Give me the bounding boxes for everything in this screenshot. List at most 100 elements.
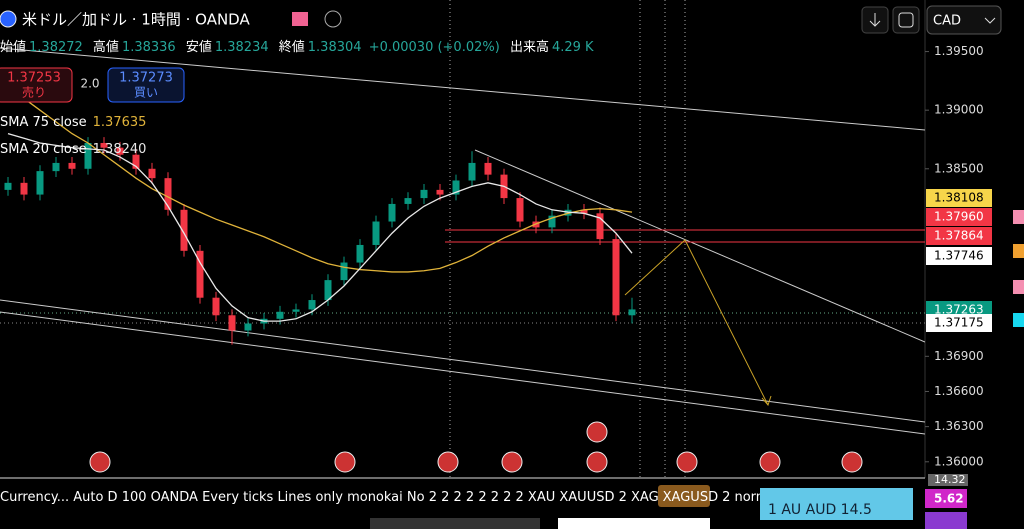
price-tag bbox=[926, 227, 992, 245]
candle-body bbox=[612, 239, 620, 316]
event-icon[interactable] bbox=[841, 451, 863, 473]
spread: 2.0 bbox=[80, 77, 99, 91]
candle-body bbox=[388, 203, 396, 222]
trend-line bbox=[0, 47, 925, 131]
sell-price: 1.37253 bbox=[7, 71, 61, 86]
plot bbox=[4, 86, 636, 345]
label: 安値 bbox=[186, 39, 212, 55]
trend-line bbox=[0, 299, 925, 423]
marker bbox=[1013, 280, 1024, 294]
sma-line bbox=[7, 132, 633, 322]
price-axis: 1.39500 1.39000 1.38500 1.36900 1.36600 1.363… bbox=[925, 44, 992, 468]
refresh-button[interactable] bbox=[892, 6, 920, 34]
indicator-legend: SMA 75 close 1.37635 SMA 20 close 1.38240 bbox=[0, 115, 146, 157]
candle-body bbox=[356, 244, 364, 263]
event-icon[interactable] bbox=[89, 451, 111, 473]
y-tick-label: 1.39000 bbox=[934, 103, 984, 117]
buy-button[interactable] bbox=[107, 67, 185, 103]
candle-body bbox=[68, 162, 76, 169]
y-tick-label: 1.38500 bbox=[934, 161, 984, 175]
currency: CAD bbox=[933, 14, 961, 29]
projection-arrow bbox=[761, 395, 772, 406]
price-tag bbox=[926, 189, 992, 207]
sell-button[interactable] bbox=[0, 67, 73, 103]
projection bbox=[624, 239, 769, 406]
legend-value: 1.37635 bbox=[93, 115, 147, 130]
candle-body bbox=[436, 189, 444, 195]
change: +0.00030 (+0.02%) bbox=[369, 40, 500, 55]
candle-body bbox=[308, 300, 316, 310]
candle-body bbox=[132, 154, 140, 169]
status-highlight: XAGUSD bbox=[663, 490, 718, 505]
events bbox=[89, 421, 863, 473]
event-icon[interactable] bbox=[586, 451, 608, 473]
candle-body bbox=[180, 209, 188, 251]
event-icon[interactable] bbox=[759, 451, 781, 473]
price-tag-label: 1.37175 bbox=[934, 316, 984, 330]
candle-body bbox=[468, 162, 476, 181]
event-icon[interactable] bbox=[586, 421, 608, 443]
tag bbox=[928, 474, 968, 486]
price-tag-label: 1.37746 bbox=[934, 249, 984, 263]
ohlc-legend: 始値 1.38272 高値 1.38336 安値 1.38234 終値 1.38304 … bbox=[0, 39, 594, 55]
sma-line bbox=[7, 86, 633, 273]
side-value: 5.62 bbox=[934, 492, 964, 506]
legend-entry: SMA 75 close 1.37635 bbox=[0, 115, 146, 130]
buy-price: 1.37273 bbox=[119, 71, 173, 86]
candle-body bbox=[276, 311, 284, 319]
candle-body bbox=[292, 309, 300, 312]
price-tag-label: 1.37263 bbox=[934, 303, 984, 317]
dropdown-caret bbox=[984, 17, 996, 24]
candle-body bbox=[548, 215, 556, 228]
status-main: Currency... Auto D 100 OANDA Every ticks… bbox=[0, 490, 659, 505]
currency-select[interactable] bbox=[926, 5, 1002, 35]
candle-body bbox=[580, 209, 588, 214]
legend-name: SMA 20 close bbox=[0, 142, 87, 157]
settings-button[interactable] bbox=[324, 10, 342, 28]
candle-body bbox=[516, 198, 524, 222]
tag bbox=[925, 489, 967, 508]
value: 1.38234 bbox=[215, 40, 269, 55]
flag-button[interactable] bbox=[292, 12, 308, 26]
label: 出来高 bbox=[510, 39, 549, 55]
symbol-icon[interactable] bbox=[0, 10, 17, 28]
marker bbox=[1013, 244, 1024, 258]
price-tag bbox=[926, 314, 992, 332]
legend-name: SMA 75 close bbox=[0, 115, 87, 130]
candle-body bbox=[340, 262, 348, 281]
y-tick-label: 1.36900 bbox=[934, 349, 984, 363]
candle-body bbox=[84, 142, 92, 169]
side-value: 14.32 bbox=[934, 473, 966, 486]
candle-body bbox=[36, 171, 44, 195]
symbol-title[interactable]: 米ドル／加ドル · 1時間 · OANDA bbox=[22, 11, 250, 29]
highlight-box bbox=[658, 485, 710, 507]
candle-body bbox=[244, 323, 252, 331]
status-text: Currency... Auto D 100 OANDA Every ticks… bbox=[0, 490, 795, 505]
candle-body bbox=[164, 178, 172, 210]
side-panel-text: 1 AU AUD 14.5 bbox=[768, 502, 872, 518]
candle-body bbox=[116, 147, 124, 155]
buy-label: 買い bbox=[134, 86, 158, 100]
event-icon[interactable] bbox=[334, 451, 356, 473]
y-tick-label: 1.36000 bbox=[934, 454, 984, 468]
value: 1.38272 bbox=[29, 40, 83, 55]
candle-body bbox=[420, 189, 428, 199]
candle-body bbox=[404, 198, 412, 204]
legend-value: 1.38240 bbox=[93, 142, 147, 157]
event-icon[interactable] bbox=[437, 451, 459, 473]
label: 始値 bbox=[0, 39, 26, 55]
marker bbox=[1013, 313, 1024, 327]
marker bbox=[1013, 210, 1024, 224]
value: 1.38304 bbox=[308, 40, 362, 55]
refresh-icon bbox=[898, 12, 914, 28]
event-icon[interactable] bbox=[676, 451, 698, 473]
candle-body bbox=[148, 168, 156, 179]
candle-body bbox=[4, 182, 12, 190]
candle-body bbox=[484, 162, 492, 175]
candle-body bbox=[20, 182, 28, 195]
event-icon[interactable] bbox=[501, 451, 523, 473]
candle-body bbox=[196, 250, 204, 298]
download-icon bbox=[869, 13, 881, 27]
